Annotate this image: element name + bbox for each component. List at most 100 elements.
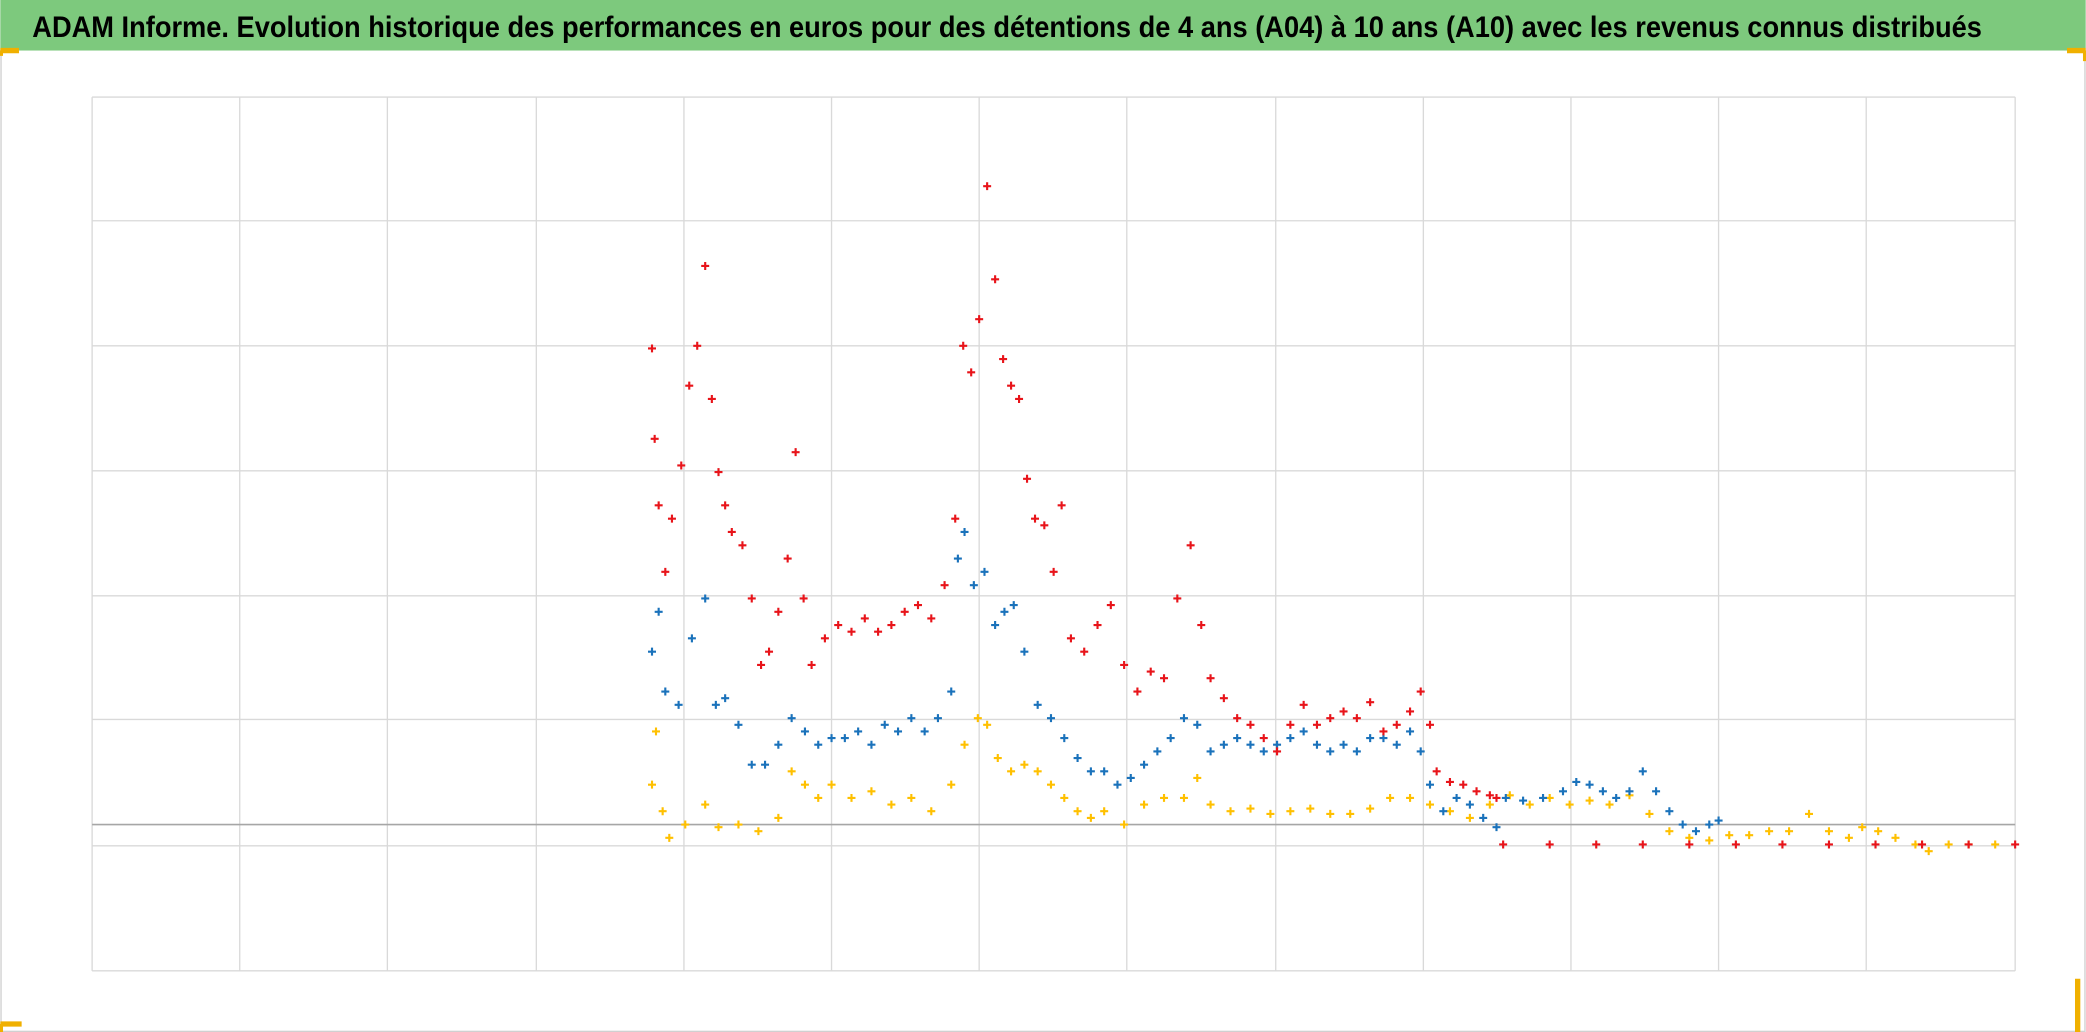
marker [1286, 734, 1295, 743]
marker [1778, 840, 1787, 849]
marker [1805, 809, 1814, 818]
marker [980, 567, 989, 576]
marker [1392, 740, 1401, 749]
marker [847, 627, 856, 636]
marker [774, 740, 783, 749]
marker [714, 823, 723, 832]
marker [1416, 747, 1425, 756]
marker [887, 621, 896, 630]
marker [1519, 796, 1528, 805]
marker [1352, 714, 1361, 723]
marker [975, 315, 984, 324]
marker [1023, 474, 1032, 483]
marker [1439, 807, 1448, 816]
marker [1146, 667, 1155, 676]
marker [1652, 787, 1661, 796]
marker [747, 760, 756, 769]
marker [1638, 767, 1647, 776]
marker [1678, 820, 1687, 829]
marker [1086, 813, 1095, 822]
marker [1339, 707, 1348, 716]
marker [1259, 747, 1268, 756]
marker [1565, 800, 1574, 809]
marker [969, 581, 978, 590]
marker [1286, 720, 1295, 729]
marker [1153, 747, 1162, 756]
marker [814, 740, 823, 749]
title-bar [0, 0, 2086, 51]
marker [1612, 793, 1621, 802]
marker [787, 767, 796, 776]
marker [1685, 840, 1694, 849]
marker [677, 461, 686, 470]
marker [1406, 707, 1415, 716]
marker [1924, 847, 1933, 856]
marker [1312, 720, 1321, 729]
marker [1964, 840, 1973, 849]
marker [648, 647, 657, 656]
marker [1160, 793, 1169, 802]
marker [1009, 601, 1018, 610]
marker [983, 182, 992, 191]
marker [721, 501, 730, 510]
marker [1944, 840, 1953, 849]
marker [747, 594, 756, 603]
marker [681, 820, 690, 829]
marker [658, 807, 667, 816]
marker [1874, 827, 1883, 836]
marker [1406, 727, 1415, 736]
marker [1352, 747, 1361, 756]
marker [814, 793, 823, 802]
marker [765, 647, 774, 656]
marker [2011, 840, 2020, 849]
marker [648, 344, 657, 353]
marker [840, 734, 849, 743]
marker [967, 368, 976, 377]
marker [1559, 787, 1567, 796]
marker [993, 754, 1002, 763]
marker [1086, 767, 1095, 776]
marker [754, 827, 763, 836]
marker [761, 760, 770, 769]
marker [983, 720, 992, 729]
marker [1057, 501, 1066, 510]
marker [1426, 800, 1434, 809]
marker [1306, 804, 1315, 813]
marker [1246, 804, 1255, 813]
marker [907, 714, 916, 723]
marker [1049, 567, 1058, 576]
marker [652, 727, 660, 736]
marker [1525, 800, 1534, 809]
marker [800, 727, 809, 736]
marker [1113, 780, 1122, 789]
marker [1545, 840, 1554, 849]
marker [1465, 800, 1474, 809]
marker [1100, 767, 1109, 776]
marker [1246, 720, 1255, 729]
marker [1918, 840, 1927, 849]
marker [951, 514, 960, 523]
marker [1299, 727, 1308, 736]
marker [1106, 601, 1115, 610]
marker [1060, 734, 1069, 743]
marks [648, 182, 2020, 856]
marker [685, 381, 694, 390]
marker [693, 341, 702, 350]
marker [791, 448, 800, 457]
marker [1592, 840, 1601, 849]
marker [1286, 807, 1295, 816]
marker [1233, 714, 1242, 723]
marker [914, 601, 922, 610]
marker [1120, 660, 1129, 669]
marker [1485, 800, 1494, 809]
marker [1033, 767, 1042, 776]
marker [1366, 734, 1375, 743]
marker [1140, 800, 1149, 809]
marker [947, 687, 956, 696]
marker [1206, 800, 1215, 809]
marker [854, 727, 863, 736]
marker [1499, 840, 1508, 849]
marker [1714, 816, 1723, 825]
marker [907, 793, 916, 802]
